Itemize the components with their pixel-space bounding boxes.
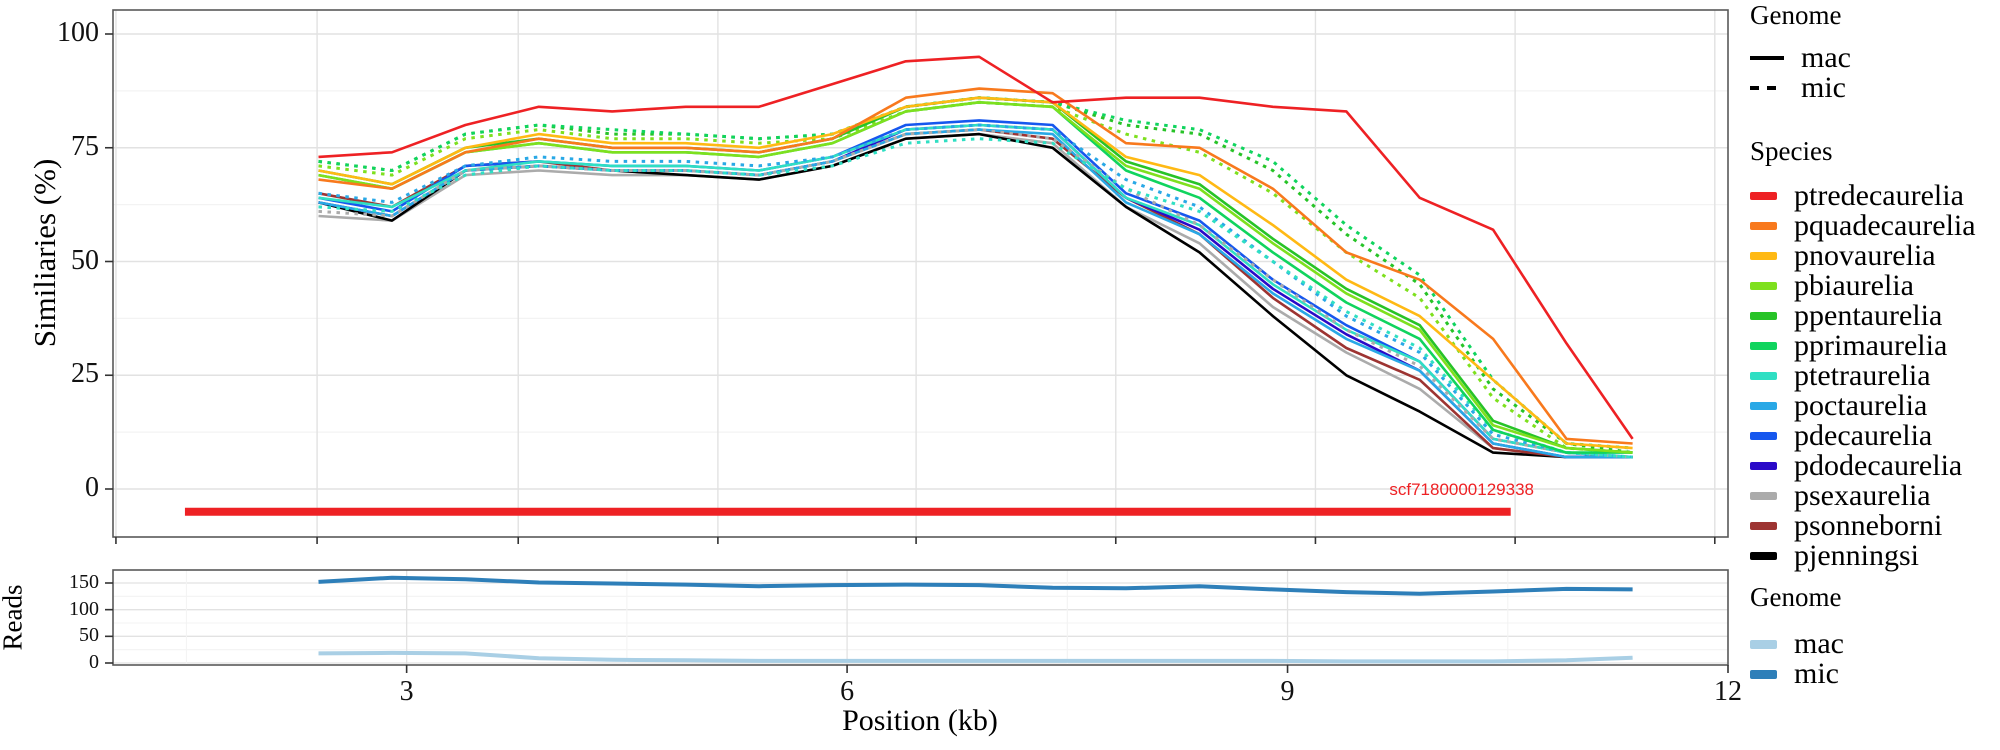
legend-species-psonneborni-label: psonneborni xyxy=(1794,509,1943,542)
legend-top: Genome mac mic Species ptredecaurelia pqua… xyxy=(1750,0,1998,571)
legend-species-psonneborni: psonneborni xyxy=(1750,511,1998,541)
legend-species-pbiaurelia-label: pbiaurelia xyxy=(1794,269,1914,302)
color-swatch-icon xyxy=(1750,342,1777,350)
legend-species-pprimaurelia: pprimaurelia xyxy=(1750,331,1998,361)
reads-axis-title: Reads xyxy=(0,584,28,651)
color-swatch-icon xyxy=(1750,402,1777,410)
legend-species-psexaurelia: psexaurelia xyxy=(1750,481,1998,511)
legend-species-pnovaurelia-label: pnovaurelia xyxy=(1794,239,1936,272)
color-swatch-icon xyxy=(1750,282,1777,290)
legend-bottom-items: mac mic xyxy=(1750,629,1998,689)
legend-species-pprimaurelia-label: pprimaurelia xyxy=(1794,329,1948,362)
color-swatch-icon xyxy=(1750,222,1777,230)
series-pquadecaurelia-mac xyxy=(318,87,1633,445)
legend-species-pdecaurelia: pdecaurelia xyxy=(1750,421,1998,451)
legend-species-pjenningsi: pjenningsi xyxy=(1750,541,1998,571)
legend-species-pbiaurelia: pbiaurelia xyxy=(1750,271,1998,301)
legend-species-poctaurelia-label: poctaurelia xyxy=(1794,389,1928,422)
similarity-panel xyxy=(113,10,1728,537)
legend-bottom-genome-title: Genome xyxy=(1750,582,1842,612)
legend-species-title: Species xyxy=(1750,136,1833,166)
series-ptetraurelia-mic xyxy=(318,137,1633,459)
sim-ytick-0: 0 xyxy=(85,472,99,503)
color-swatch-icon xyxy=(1750,372,1777,380)
series-pnovaurelia-mac xyxy=(318,96,1633,450)
legend-genome-title: Genome xyxy=(1750,0,1842,30)
x-axis-title: Position (kb) xyxy=(842,704,998,737)
color-swatch-icon xyxy=(1750,312,1777,320)
sim-ytick-100: 100 xyxy=(57,17,99,48)
sim-ytick-25: 25 xyxy=(71,358,99,390)
series-poctaurelia-mac xyxy=(318,128,1633,459)
legend-species-pdodecaurelia-label: pdodecaurelia xyxy=(1794,449,1963,482)
legend-species-pnovaurelia: pnovaurelia xyxy=(1750,241,1998,271)
color-swatch-icon xyxy=(1750,462,1777,470)
reads-series-mic xyxy=(318,575,1633,596)
legend-genome-items: mac mic xyxy=(1750,43,1998,103)
legend-species-ptetraurelia: ptetraurelia xyxy=(1750,361,1998,391)
legend-genome-mac: mac xyxy=(1750,43,1998,73)
legend-species-ppentaurelia-label: ppentaurelia xyxy=(1794,299,1943,332)
x-tick-12: 12 xyxy=(1714,676,1742,707)
color-swatch-icon xyxy=(1750,192,1777,200)
legend-species-pquadecaurelia: pquadecaurelia xyxy=(1750,211,1998,241)
dashed-line-key-icon xyxy=(1750,86,1784,90)
x-tick-6: 6 xyxy=(840,676,855,707)
reads-panel xyxy=(113,570,1728,665)
legend-species-ptredecaurelia: ptredecaurelia xyxy=(1750,181,1998,211)
legend-genome-mic-label: mic xyxy=(1801,71,1846,104)
reads-ytick-150: 150 xyxy=(69,571,99,593)
legend-bottom-genome-mac-label: mac xyxy=(1794,627,1844,660)
legend-species-ppentaurelia: ppentaurelia xyxy=(1750,301,1998,331)
scaffold-bar xyxy=(184,507,1511,516)
legend-species-pjenningsi-label: pjenningsi xyxy=(1794,539,1919,572)
legend-species-pquadecaurelia-label: pquadecaurelia xyxy=(1794,209,1976,242)
reads-ytick-50: 50 xyxy=(79,624,99,647)
legend-bottom-genome-mac: mac xyxy=(1750,629,1998,659)
color-swatch-icon xyxy=(1750,252,1777,260)
reads-ytick-0: 0 xyxy=(89,651,99,673)
legend-genome-mac-label: mac xyxy=(1801,41,1851,74)
color-swatch-icon xyxy=(1750,639,1777,649)
color-swatch-icon xyxy=(1750,522,1777,530)
series-poctaurelia-mic xyxy=(318,123,1633,459)
legend-bottom-genome-mic-label: mic xyxy=(1794,657,1839,690)
legend-species-ptredecaurelia-label: ptredecaurelia xyxy=(1794,179,1964,212)
legend-species-psexaurelia-label: psexaurelia xyxy=(1794,479,1931,512)
color-swatch-icon xyxy=(1750,552,1777,560)
color-swatch-icon xyxy=(1750,492,1777,500)
color-swatch-icon xyxy=(1750,669,1777,679)
reads-series-mac xyxy=(318,650,1633,664)
series-ptredecaurelia-mac xyxy=(318,55,1634,440)
color-swatch-icon xyxy=(1750,432,1777,440)
x-tick-9: 9 xyxy=(1280,676,1295,707)
scaffold-annotation-label: scf7180000129338 xyxy=(1389,480,1534,499)
legend-bottom: Genome mac mic xyxy=(1750,582,1998,689)
legend-species-pdodecaurelia: pdodecaurelia xyxy=(1750,451,1998,481)
x-tick-3: 3 xyxy=(399,676,414,707)
reads-ytick-100: 100 xyxy=(69,597,99,620)
sim-ytick-75: 75 xyxy=(71,130,99,162)
sim-ytick-50: 50 xyxy=(71,244,99,276)
solid-line-key-icon xyxy=(1750,56,1784,60)
series-pbiaurelia-mac xyxy=(318,101,1633,454)
legend-species-pdecaurelia-label: pdecaurelia xyxy=(1794,419,1933,452)
legend-bottom-genome-mic: mic xyxy=(1750,659,1998,689)
legend-species-poctaurelia: poctaurelia xyxy=(1750,391,1998,421)
legend-genome-mic: mic xyxy=(1750,73,1998,103)
legend-species-ptetraurelia-label: ptetraurelia xyxy=(1794,359,1931,392)
legend-species-items: ptredecaurelia pquadecaurelia pnovaurelia p… xyxy=(1750,181,1998,571)
